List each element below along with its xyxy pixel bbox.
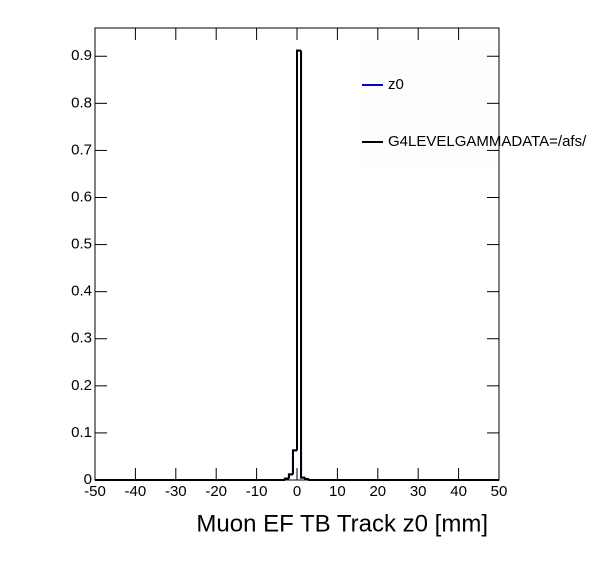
legend-box bbox=[358, 40, 498, 166]
x-tick-label: -20 bbox=[205, 483, 227, 500]
legend-label: G4LEVELGAMMADATA=/afs/ bbox=[388, 133, 587, 150]
x-tick-label: 30 bbox=[410, 483, 427, 500]
y-tick-label: 0.1 bbox=[71, 424, 92, 441]
x-tick-label: -40 bbox=[125, 483, 147, 500]
y-tick-label: 0.7 bbox=[71, 141, 92, 158]
histogram-bin bbox=[291, 449, 297, 475]
histogram-bin bbox=[308, 479, 499, 481]
x-tick-label: 0 bbox=[293, 483, 301, 500]
x-tick-label: -10 bbox=[246, 483, 268, 500]
histogram-bin bbox=[296, 49, 302, 451]
y-tick-label: 0.2 bbox=[71, 377, 92, 394]
x-tick-label: 20 bbox=[369, 483, 386, 500]
x-tick-label: 50 bbox=[491, 483, 508, 500]
x-tick-label: 10 bbox=[329, 483, 346, 500]
histogram-bin bbox=[304, 477, 310, 481]
histogram-bin bbox=[283, 477, 289, 480]
y-tick-label: 0 bbox=[84, 471, 92, 488]
y-tick-label: 0.5 bbox=[71, 236, 92, 253]
x-tick-label: -50 bbox=[84, 483, 106, 500]
x-axis-label: Muon EF TB Track z0 [mm] bbox=[196, 510, 488, 537]
y-tick-label: 0.4 bbox=[71, 283, 92, 300]
y-tick-label: 0.8 bbox=[71, 94, 92, 111]
y-tick-label: 0.9 bbox=[71, 47, 92, 64]
y-tick-label: 0.6 bbox=[71, 188, 92, 205]
x-tick-label: -30 bbox=[165, 483, 187, 500]
y-tick-label: 0.3 bbox=[71, 330, 92, 347]
histogram-bin bbox=[287, 473, 293, 479]
histogram-bin bbox=[300, 50, 306, 479]
legend-label: z0 bbox=[388, 76, 404, 93]
x-tick-label: 40 bbox=[450, 483, 467, 500]
